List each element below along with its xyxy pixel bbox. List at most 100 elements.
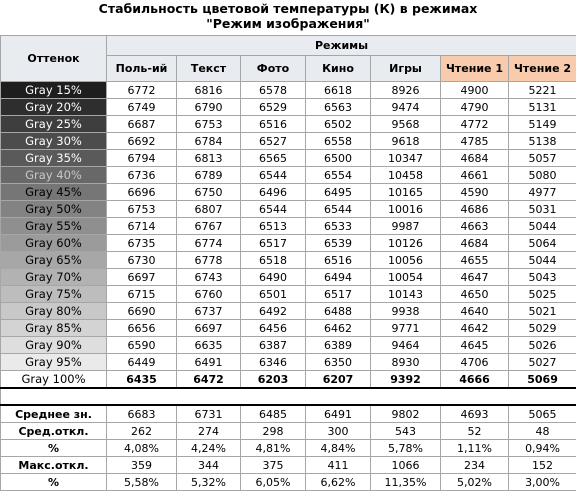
shade-label: Gray 20%: [0, 98, 107, 116]
cell: 6697: [106, 268, 177, 286]
data-row: Gray 50% 6753 6807 6544 6544 10016 4686 5031: [0, 200, 576, 218]
shade-label: Gray 55%: [0, 217, 107, 235]
cell: 4684: [440, 149, 509, 167]
cell: 6687: [106, 115, 177, 133]
shade-label: Gray 15%: [0, 81, 107, 99]
cell: 6502: [305, 115, 371, 133]
cell: 6789: [176, 166, 241, 184]
cell: 5,78%: [370, 439, 441, 457]
cell: 5027: [507, 353, 576, 371]
data-row: Gray 15% 6772 6816 6578 6618 8926 4900 5221: [0, 81, 576, 99]
cell: 6590: [106, 336, 177, 354]
cell: 8926: [370, 81, 441, 99]
cell: 6697: [176, 319, 241, 337]
cell: 6753: [176, 115, 241, 133]
cell: 4790: [440, 98, 509, 116]
stat-row: Макс.откл. 359 344 375 411 1066 234 152: [0, 456, 576, 474]
cell: 6558: [305, 132, 371, 150]
shade-label: Gray 30%: [0, 132, 107, 150]
cell: 6690: [106, 302, 177, 320]
cell: 11,35%: [370, 473, 441, 491]
data-row: Gray 40% 6736 6789 6544 6554 10458 4661 5080: [0, 166, 576, 184]
cell: 375: [240, 456, 306, 474]
cell: 6527: [240, 132, 306, 150]
column-header: Текст: [176, 55, 241, 82]
cell: 4590: [440, 183, 509, 201]
column-header: Поль-ий: [106, 55, 177, 82]
cell: 5065: [507, 404, 576, 423]
cell: 6750: [176, 183, 241, 201]
cell: 6435: [106, 370, 177, 389]
cell: 10056: [370, 251, 441, 269]
cell: 6517: [305, 285, 371, 303]
cell: 10458: [370, 166, 441, 184]
data-row: Gray 100% 6435 6472 6203 6207 9392 4666 5069: [0, 370, 576, 389]
shade-label: Gray 40%: [0, 166, 107, 184]
cell: 6816: [176, 81, 241, 99]
cell: 5021: [507, 302, 576, 320]
cell: 5044: [507, 217, 576, 235]
cell: 5044: [507, 251, 576, 269]
cell: 6784: [176, 132, 241, 150]
cell: 10126: [370, 234, 441, 252]
column-header: Чтение 1: [440, 55, 509, 82]
cell: 6767: [176, 217, 241, 235]
cell: 262: [106, 422, 177, 440]
cell: 9474: [370, 98, 441, 116]
cell: 9938: [370, 302, 441, 320]
cell: 5149: [507, 115, 576, 133]
cell: 6544: [240, 166, 306, 184]
cell: 6517: [240, 234, 306, 252]
cell: 6772: [106, 81, 177, 99]
cell: 6456: [240, 319, 306, 337]
cell: 6488: [305, 302, 371, 320]
cell: 52: [440, 422, 509, 440]
cell: 48: [507, 422, 576, 440]
data-row: Gray 25% 6687 6753 6516 6502 9568 4772 5149: [0, 115, 576, 133]
cell: 6749: [106, 98, 177, 116]
cell: 6516: [305, 251, 371, 269]
cell: 9618: [370, 132, 441, 150]
cell: 5031: [507, 200, 576, 218]
cell: 6,05%: [240, 473, 306, 491]
cell: 6618: [305, 81, 371, 99]
cell: 6737: [176, 302, 241, 320]
cell: 6743: [176, 268, 241, 286]
cell: 5064: [507, 234, 576, 252]
cell: 4977: [507, 183, 576, 201]
cell: 6518: [240, 251, 306, 269]
cell: 6485: [240, 404, 306, 423]
cell: 6692: [106, 132, 177, 150]
cell: 5221: [507, 81, 576, 99]
data-row: Gray 35% 6794 6813 6565 6500 10347 4684 5057: [0, 149, 576, 167]
cell: 6495: [305, 183, 371, 201]
shade-label: Gray 60%: [0, 234, 107, 252]
title-line: "Режим изображения": [206, 16, 370, 31]
cell: 274: [176, 422, 241, 440]
cell: 4655: [440, 251, 509, 269]
cell: 6203: [240, 370, 306, 389]
stat-label: Макс.откл.: [0, 456, 107, 474]
cell: 6491: [176, 353, 241, 371]
title-line: Стабильность цветовой температуры (К) в …: [98, 1, 478, 16]
cell: 6578: [240, 81, 306, 99]
shade-label: Gray 65%: [0, 251, 107, 269]
cell: 6753: [106, 200, 177, 218]
data-row: Gray 75% 6715 6760 6501 6517 10143 4650 5025: [0, 285, 576, 303]
cell: 4,24%: [176, 439, 241, 457]
stat-label: %: [0, 439, 107, 457]
data-row: Gray 60% 6735 6774 6517 6539 10126 4684 5064: [0, 234, 576, 252]
cell: 6491: [305, 404, 371, 423]
table: Оттенок Режимы Поль-ий Текст Фото Кино Игры Ч…: [0, 35, 576, 491]
cell: 10347: [370, 149, 441, 167]
cell: 4647: [440, 268, 509, 286]
data-row: Gray 55% 6714 6767 6513 6533 9987 4663 5044: [0, 217, 576, 235]
cell: 6539: [305, 234, 371, 252]
data-row: Gray 85% 6656 6697 6456 6462 9771 4642 5029: [0, 319, 576, 337]
cell: 4785: [440, 132, 509, 150]
cell: 6731: [176, 404, 241, 423]
cell: 6696: [106, 183, 177, 201]
cell: 4,08%: [106, 439, 177, 457]
cell: 4706: [440, 353, 509, 371]
cell: 4642: [440, 319, 509, 337]
